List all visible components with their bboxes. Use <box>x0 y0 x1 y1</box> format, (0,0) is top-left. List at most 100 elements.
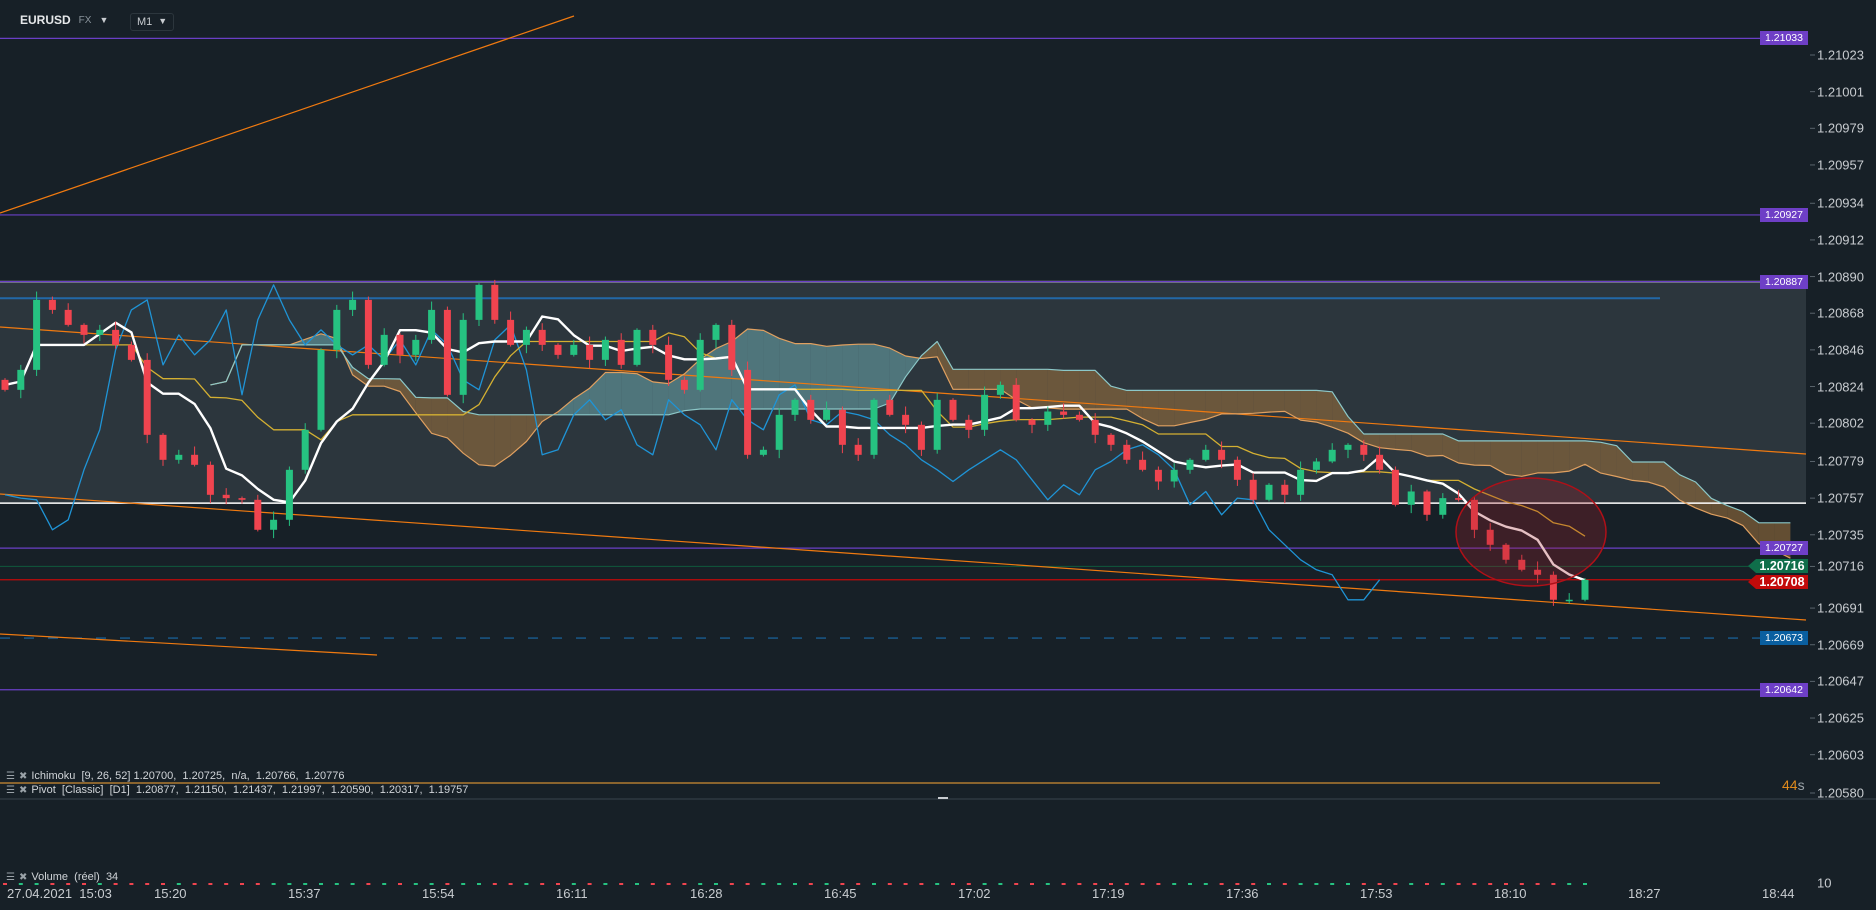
candle[interactable] <box>33 291 41 376</box>
candle[interactable] <box>364 296 372 369</box>
candle[interactable] <box>1534 561 1542 584</box>
candle[interactable] <box>1060 403 1068 419</box>
candle[interactable] <box>1360 439 1368 461</box>
candle[interactable] <box>838 406 846 454</box>
candle[interactable] <box>680 376 688 394</box>
candle[interactable] <box>1439 493 1447 519</box>
candle[interactable] <box>443 306 451 397</box>
candle[interactable] <box>380 328 388 367</box>
candle[interactable] <box>696 333 704 392</box>
candle[interactable] <box>112 321 120 349</box>
candle[interactable] <box>1075 411 1083 422</box>
candle[interactable] <box>807 394 815 424</box>
candle[interactable] <box>428 301 436 344</box>
candle[interactable] <box>349 291 357 316</box>
legend-text[interactable]: Pivot [Classic] [D1] 1.20877, 1.21150, 1… <box>31 784 469 796</box>
candle[interactable] <box>1154 466 1162 490</box>
candle[interactable] <box>1139 451 1147 472</box>
candle[interactable] <box>1581 578 1589 602</box>
settings-icon[interactable]: ☰ <box>6 871 15 883</box>
candle[interactable] <box>254 494 262 532</box>
candle[interactable] <box>1202 444 1210 462</box>
candle[interactable] <box>301 423 309 474</box>
candle[interactable] <box>1518 554 1526 572</box>
candle[interactable] <box>222 488 230 505</box>
candle[interactable] <box>491 279 499 324</box>
settings-icon[interactable]: ☰ <box>6 784 15 796</box>
candle[interactable] <box>791 398 799 421</box>
candle[interactable] <box>649 324 657 354</box>
candle[interactable] <box>96 324 104 341</box>
close-icon[interactable]: ✖ <box>18 784 28 796</box>
candle[interactable] <box>775 408 783 459</box>
candle[interactable] <box>159 433 167 466</box>
candle[interactable] <box>206 461 214 504</box>
candle[interactable] <box>396 333 404 364</box>
candle[interactable] <box>1549 571 1557 606</box>
candle[interactable] <box>1265 483 1273 502</box>
candle[interactable] <box>1455 489 1463 502</box>
candle[interactable] <box>949 398 957 422</box>
candle[interactable] <box>475 283 483 326</box>
candle[interactable] <box>1281 479 1289 504</box>
candle[interactable] <box>1344 443 1352 459</box>
legend-text[interactable]: Volume (réel) 34 <box>31 871 119 883</box>
candle[interactable] <box>538 323 546 351</box>
candle[interactable] <box>317 348 325 432</box>
candle[interactable] <box>1012 378 1020 422</box>
candle[interactable] <box>965 414 973 439</box>
candle[interactable] <box>1470 496 1478 539</box>
candle[interactable] <box>1233 456 1241 486</box>
candle[interactable] <box>917 421 925 456</box>
candle[interactable] <box>728 319 736 376</box>
trendline-upper-left[interactable] <box>0 15 575 214</box>
candle[interactable] <box>586 336 594 369</box>
candle[interactable] <box>238 496 246 504</box>
candle[interactable] <box>143 353 151 444</box>
candle[interactable] <box>1376 446 1384 474</box>
candle[interactable] <box>570 339 578 357</box>
candle[interactable] <box>1107 433 1115 451</box>
candle[interactable] <box>1123 439 1131 464</box>
pane-resize-handle[interactable] <box>938 797 948 799</box>
candle[interactable] <box>633 328 641 367</box>
candle[interactable] <box>870 398 878 459</box>
candle[interactable] <box>64 303 72 327</box>
candle[interactable] <box>191 446 199 467</box>
channel-lower-line[interactable] <box>0 493 1807 621</box>
candle[interactable] <box>996 381 1004 399</box>
candle[interactable] <box>522 326 530 354</box>
candle[interactable] <box>712 323 720 349</box>
candle[interactable] <box>1565 593 1573 604</box>
candle[interactable] <box>1312 458 1320 474</box>
candle[interactable] <box>48 296 56 314</box>
candle[interactable] <box>285 466 293 526</box>
candle[interactable] <box>744 361 752 459</box>
candle[interactable] <box>1502 543 1510 564</box>
candle[interactable] <box>1249 473 1257 504</box>
candle[interactable] <box>1486 523 1494 551</box>
candle[interactable] <box>175 449 183 464</box>
candle[interactable] <box>854 438 862 461</box>
candle[interactable] <box>80 323 88 344</box>
candle[interactable] <box>1028 418 1036 434</box>
candle[interactable] <box>665 336 673 386</box>
candle[interactable] <box>886 394 894 417</box>
candle[interactable] <box>459 313 467 404</box>
candle[interactable] <box>981 386 989 436</box>
candle[interactable] <box>1170 463 1178 488</box>
candle[interactable] <box>1407 484 1415 514</box>
candle[interactable] <box>17 364 25 399</box>
candle[interactable] <box>617 333 625 369</box>
candle[interactable] <box>333 304 341 359</box>
candle[interactable] <box>412 334 420 361</box>
candle[interactable] <box>1044 406 1052 431</box>
candle[interactable] <box>1091 413 1099 444</box>
symbol-name[interactable]: EURUSD <box>20 13 71 27</box>
candle[interactable] <box>1186 458 1194 474</box>
candle[interactable] <box>554 343 562 359</box>
candle[interactable] <box>1391 466 1399 507</box>
candle[interactable] <box>1423 489 1431 521</box>
candle[interactable] <box>507 311 515 347</box>
